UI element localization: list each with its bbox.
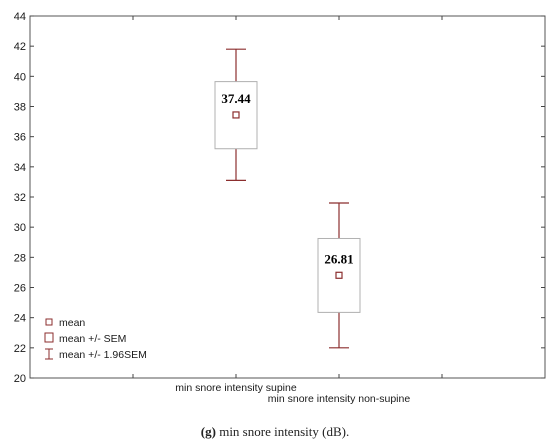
y-tick-label: 26 <box>14 283 26 295</box>
box-plot-chart: 20 22 24 26 28 30 32 34 36 38 40 42 44 min snore int… <box>14 11 546 405</box>
mean-value-label: 26.81 <box>324 251 353 266</box>
y-tick-label: 38 <box>14 102 26 114</box>
y-tick-label: 34 <box>14 162 26 174</box>
legend-label: mean <box>59 317 85 329</box>
y-tick-label: 24 <box>14 313 26 325</box>
mean-value-label: 37.44 <box>221 91 251 106</box>
mean-point <box>335 271 343 279</box>
legend-mean-symbol <box>45 318 53 326</box>
x-category-label: min snore intensity non-supine <box>268 393 411 405</box>
y-tick-label: 28 <box>14 252 26 264</box>
mean-point <box>232 111 240 119</box>
series-layer: 37.44 26.81 <box>214 48 361 349</box>
legend: mean mean +/- SEM mean +/- 1.96SEM <box>44 317 147 361</box>
y-tick-label: 22 <box>14 343 26 355</box>
y-tick-label: 32 <box>14 192 26 204</box>
y-axis: 20 22 24 26 28 30 32 34 36 38 40 42 44 <box>14 11 545 385</box>
x-category-label: min snore intensity supine <box>175 382 297 394</box>
legend-sem-symbol <box>44 332 54 343</box>
legend-label: mean +/- SEM <box>59 333 126 345</box>
figure-caption: (g) min snore intensity (dB). <box>0 424 550 440</box>
y-tick-label: 44 <box>14 11 26 23</box>
y-tick-label: 30 <box>14 222 26 234</box>
legend-label: mean +/- 1.96SEM <box>59 349 147 361</box>
y-tick-label: 40 <box>14 71 26 83</box>
y-tick-label: 36 <box>14 132 26 144</box>
y-tick-label: 42 <box>14 41 26 53</box>
y-tick-label: 20 <box>14 373 26 385</box>
caption-label: (g) <box>200 424 216 439</box>
caption-text: min snore intensity (dB). <box>219 424 350 439</box>
plot-frame <box>29 15 546 379</box>
